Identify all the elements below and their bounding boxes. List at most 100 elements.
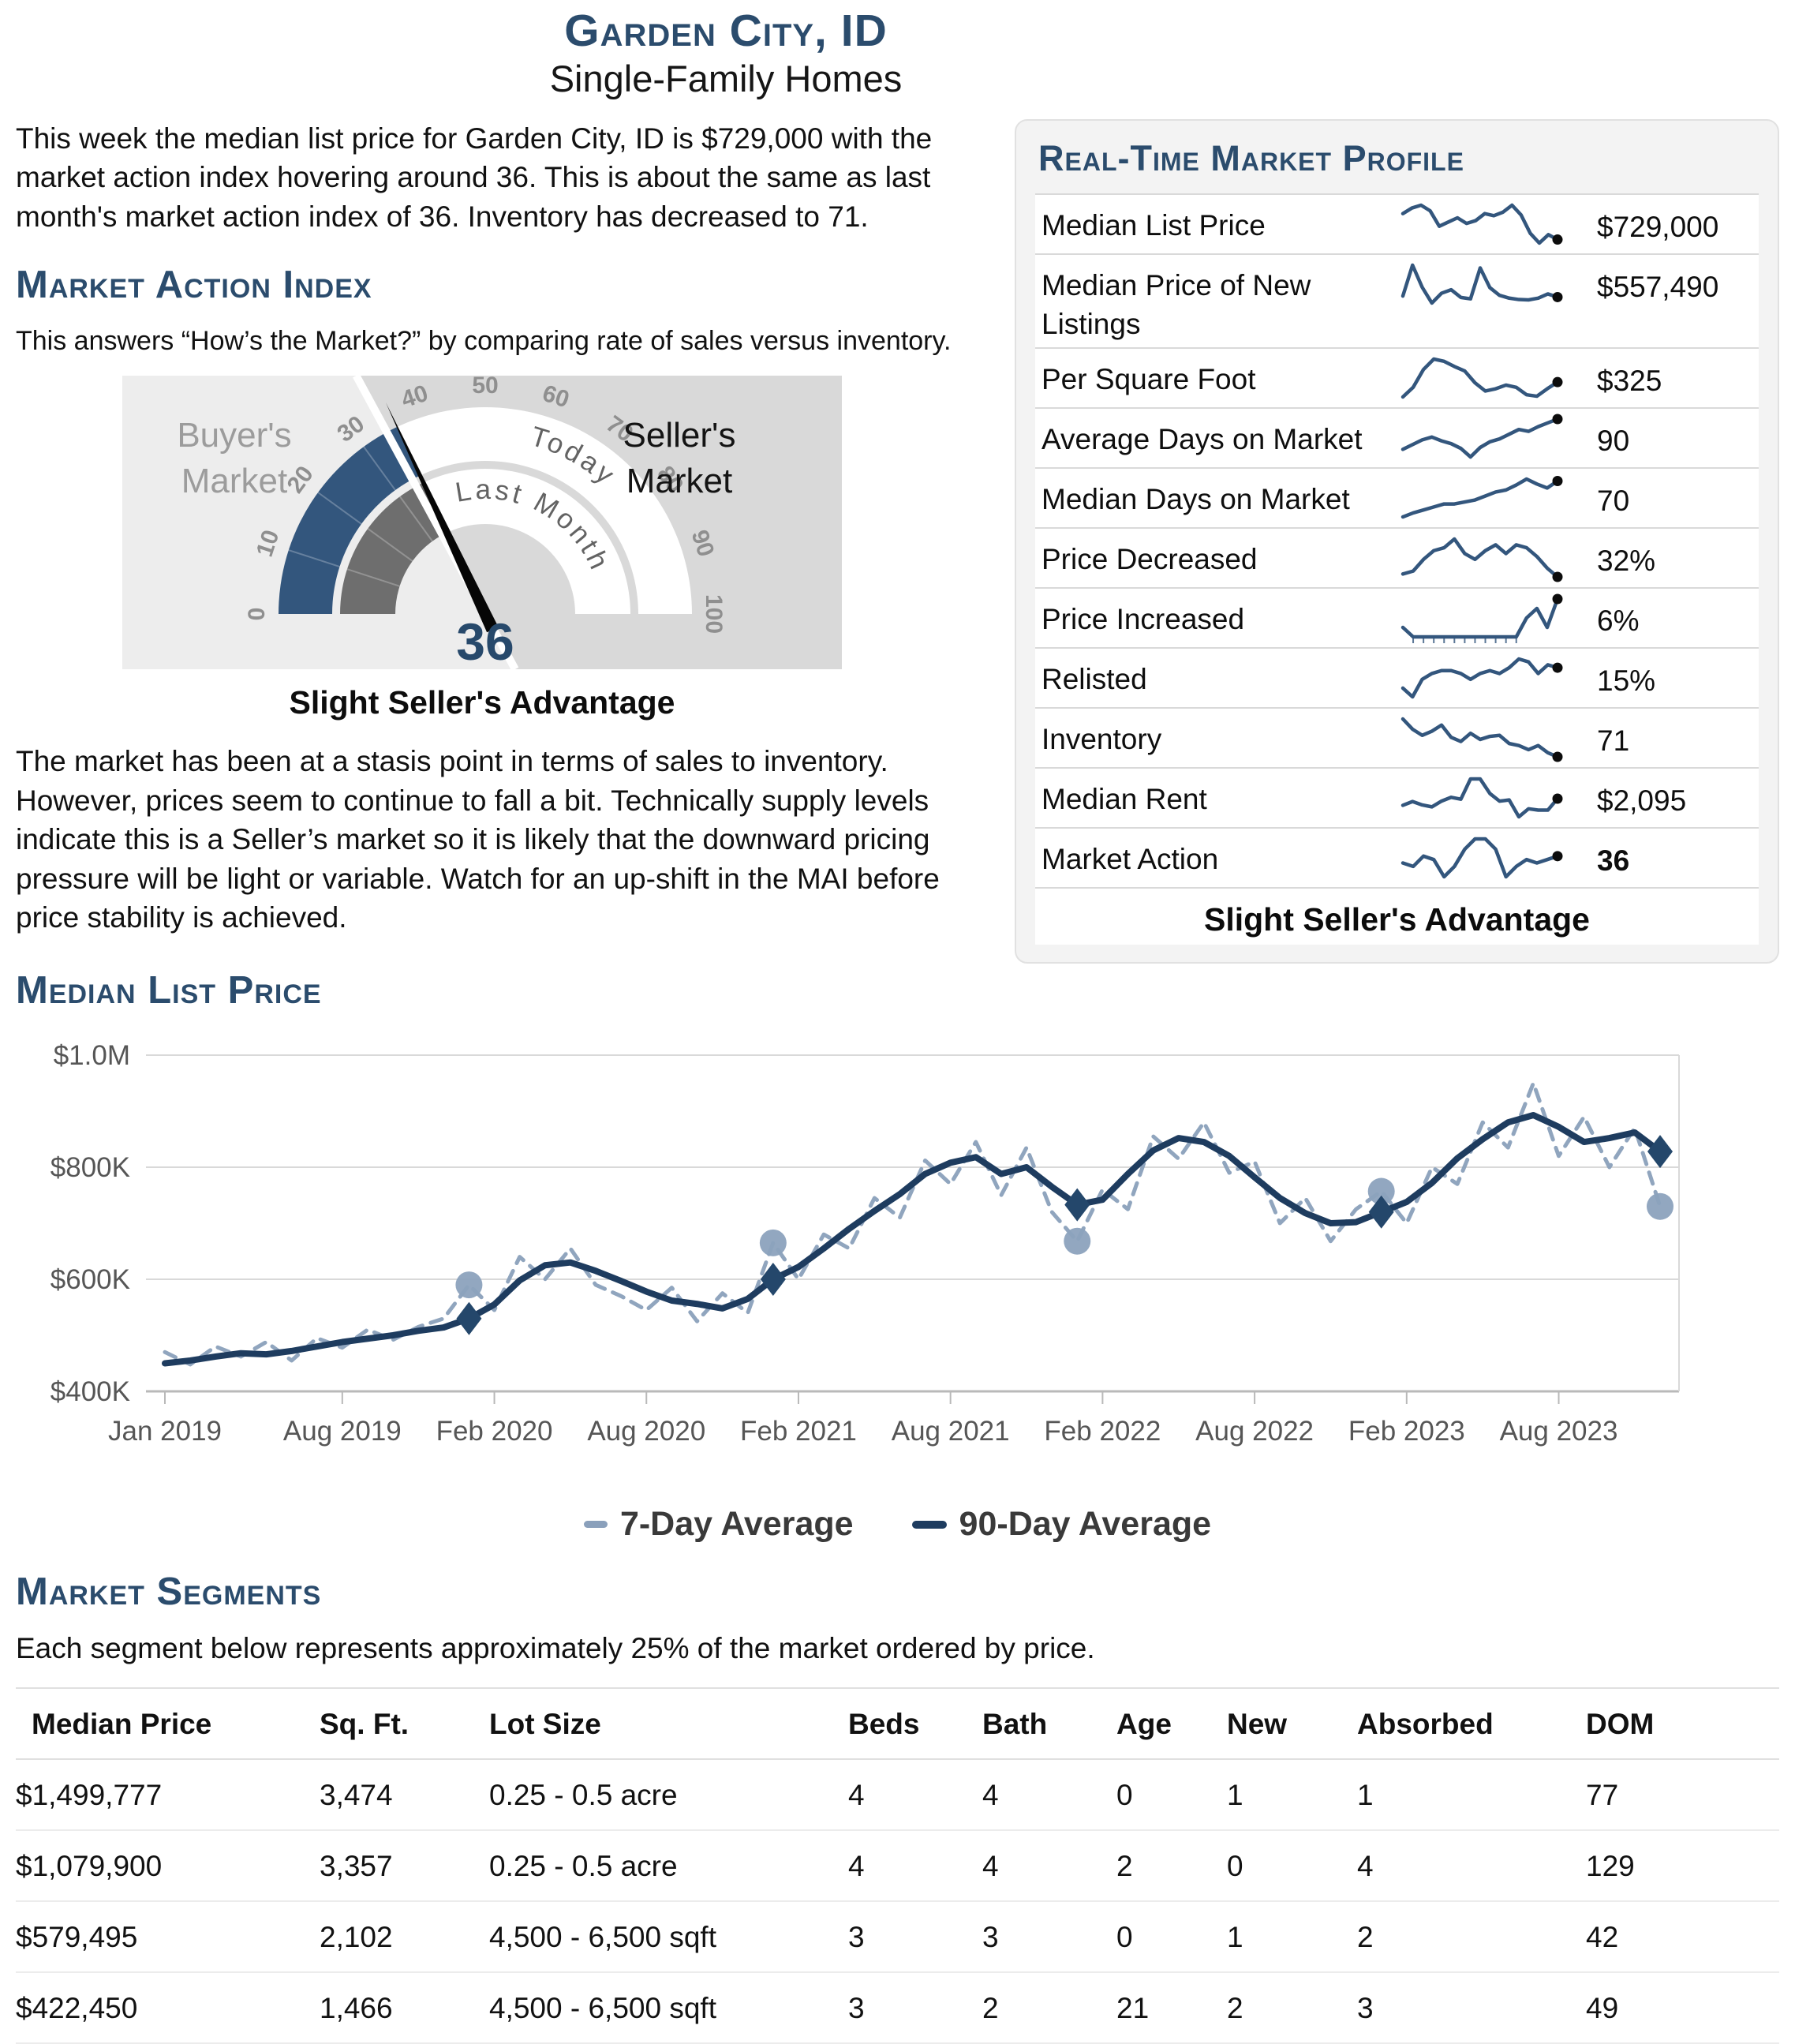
profile-row-value: $557,490 <box>1597 270 1719 303</box>
profile-row-value: 32% <box>1597 544 1656 577</box>
segments-cell: 3 <box>1357 1973 1586 2044</box>
svg-text:Aug 2020: Aug 2020 <box>587 1416 705 1447</box>
market-segments-table: Median Price Sq. Ft. Lot Size Beds Bath Age Ne… <box>16 1686 1779 2044</box>
profile-row: Median List Price $729,000 <box>1035 194 1759 255</box>
page-subtitle: Single-Family Homes <box>549 57 903 99</box>
segments-cell: 3 <box>982 1902 1116 1973</box>
segments-cell: 4 <box>982 1831 1116 1902</box>
profile-row-value: $729,000 <box>1597 210 1719 243</box>
market-action-heading: Market Action Index <box>16 263 372 306</box>
market-profile-footer: Slight Seller's Advantage <box>1035 888 1759 945</box>
segments-cell: 3,357 <box>320 1831 489 1902</box>
svg-text:Buyer's: Buyer's <box>177 416 291 455</box>
profile-row-sparkline <box>1400 593 1563 643</box>
svg-text:36: 36 <box>456 612 514 669</box>
svg-text:Aug 2022: Aug 2022 <box>1195 1416 1314 1447</box>
page-title: Garden City, ID <box>564 6 888 56</box>
segments-cell: 4 <box>848 1760 982 1831</box>
profile-row: Median Price of New Listings $557,490 <box>1035 254 1759 349</box>
segments-cell: 4,500 - 6,500 sqft <box>489 1902 848 1973</box>
market-profile-heading: Real-Time Market Profile <box>1038 137 1464 178</box>
segments-cell: 0 <box>1227 1831 1357 1902</box>
segments-column-header: Age <box>1116 1686 1227 1760</box>
profile-row-sparkline <box>1400 357 1563 399</box>
segments-cell: $579,495 <box>16 1902 320 1973</box>
svg-text:50: 50 <box>472 376 498 399</box>
svg-text:$400K: $400K <box>50 1376 130 1407</box>
segments-column-header: New <box>1227 1686 1357 1760</box>
svg-text:Market: Market <box>626 462 732 500</box>
median-list-price-section: $400K $600K $800K $1.0M Jan 2019 Aug 2019 Feb … <box>0 1035 1795 1544</box>
svg-text:$600K: $600K <box>50 1264 130 1295</box>
profile-row: Price Increased 6% <box>1035 588 1759 649</box>
svg-text:100: 100 <box>701 594 727 634</box>
profile-row-label: Per Square Foot <box>1041 362 1256 395</box>
profile-row-label: Median Days on Market <box>1041 482 1350 515</box>
report-header: Garden City, ID Single-Family Homes <box>0 0 1452 100</box>
segments-cell: $1,079,900 <box>16 1831 320 1902</box>
segments-cell: 129 <box>1586 1831 1779 1902</box>
profile-row-value: $325 <box>1597 364 1662 397</box>
profile-row-sparkline <box>1400 537 1563 582</box>
segments-cell: 2,102 <box>320 1902 489 1973</box>
svg-text:Feb 2020: Feb 2020 <box>436 1416 553 1447</box>
profile-row: Average Days on Market 90 <box>1035 408 1759 469</box>
segments-cell: 4 <box>1357 1831 1586 1902</box>
profile-row: Median Rent $2,095 <box>1035 768 1759 829</box>
profile-row-label: Price Increased <box>1041 602 1245 635</box>
profile-row-label: Median Price of New Listings <box>1041 268 1311 340</box>
profile-row-value: $2,095 <box>1597 784 1687 817</box>
segments-column-header: Sq. Ft. <box>320 1686 489 1760</box>
legend-label-7day: 7-Day Average <box>619 1505 854 1544</box>
legend-swatch-90day-icon <box>911 1520 947 1529</box>
profile-row-sparkline <box>1400 777 1563 819</box>
profile-row: Inventory 71 <box>1035 708 1759 769</box>
segments-cell: 2 <box>1227 1973 1357 2044</box>
profile-row-label: Price Decreased <box>1041 542 1258 575</box>
profile-row-sparkline <box>1400 475 1563 519</box>
profile-row: Price Decreased 32% <box>1035 528 1759 589</box>
segments-cell: 1 <box>1227 1902 1357 1973</box>
profile-row: Market Action 36 <box>1035 828 1759 889</box>
market-action-description: This answers “How’s the Market?” by comp… <box>16 326 952 357</box>
svg-text:Feb 2021: Feb 2021 <box>740 1416 857 1447</box>
profile-row-value: 90 <box>1597 424 1630 457</box>
segments-column-header: Lot Size <box>489 1686 848 1760</box>
segments-cell: 4,500 - 6,500 sqft <box>489 1973 848 2044</box>
market-segments-section: Market Segments Each segment below repre… <box>0 1570 1795 2044</box>
segments-cell: 0.25 - 0.5 acre <box>489 1831 848 1902</box>
profile-row-label: Inventory <box>1041 722 1162 755</box>
segments-cell: 3,474 <box>320 1760 489 1831</box>
segments-cell: 0.25 - 0.5 acre <box>489 1760 848 1831</box>
market-profile-table: Median List Price $729,000 Median Price of… <box>1035 193 1759 889</box>
profile-row-label: Average Days on Market <box>1041 422 1363 455</box>
svg-text:Aug 2019: Aug 2019 <box>283 1416 402 1447</box>
market-segments-heading: Market Segments <box>16 1570 322 1614</box>
segments-cell: 1,466 <box>320 1973 489 2044</box>
chart-circle-markers <box>455 1177 1673 1299</box>
profile-row-sparkline <box>1400 203 1563 245</box>
segments-cell: 2 <box>982 1973 1116 2044</box>
svg-text:Feb 2022: Feb 2022 <box>1044 1416 1161 1447</box>
segments-column-header: DOM <box>1586 1686 1779 1760</box>
segments-column-header: Beds <box>848 1686 982 1760</box>
profile-row-label: Market Action <box>1041 842 1219 875</box>
profile-row-label: Median List Price <box>1041 208 1266 241</box>
profile-row-sparkline <box>1400 837 1563 879</box>
gauge-caption: Slight Seller's Advantage <box>289 684 675 721</box>
segments-cell: 1 <box>1357 1760 1586 1831</box>
segments-column-header: Absorbed <box>1357 1686 1586 1760</box>
segments-cell: $422,450 <box>16 1973 320 2044</box>
svg-text:$1.0M: $1.0M <box>54 1040 130 1071</box>
market-profile-panel: Real-Time Market Profile Median List Pri… <box>1015 118 1779 964</box>
segments-cell: $1,499,777 <box>16 1760 320 1831</box>
segments-cell: 49 <box>1586 1973 1779 2044</box>
legend-item-7day: 7-Day Average <box>583 1505 854 1544</box>
svg-text:Jan 2019: Jan 2019 <box>108 1416 222 1447</box>
segments-cell: 77 <box>1586 1760 1779 1831</box>
legend-label-90day: 90-Day Average <box>959 1505 1212 1544</box>
segments-cell: 0 <box>1116 1760 1227 1831</box>
profile-row-label: Median Rent <box>1041 782 1207 815</box>
median-list-price-chart: $400K $600K $800K $1.0M Jan 2019 Aug 2019 Feb … <box>50 1040 1680 1447</box>
